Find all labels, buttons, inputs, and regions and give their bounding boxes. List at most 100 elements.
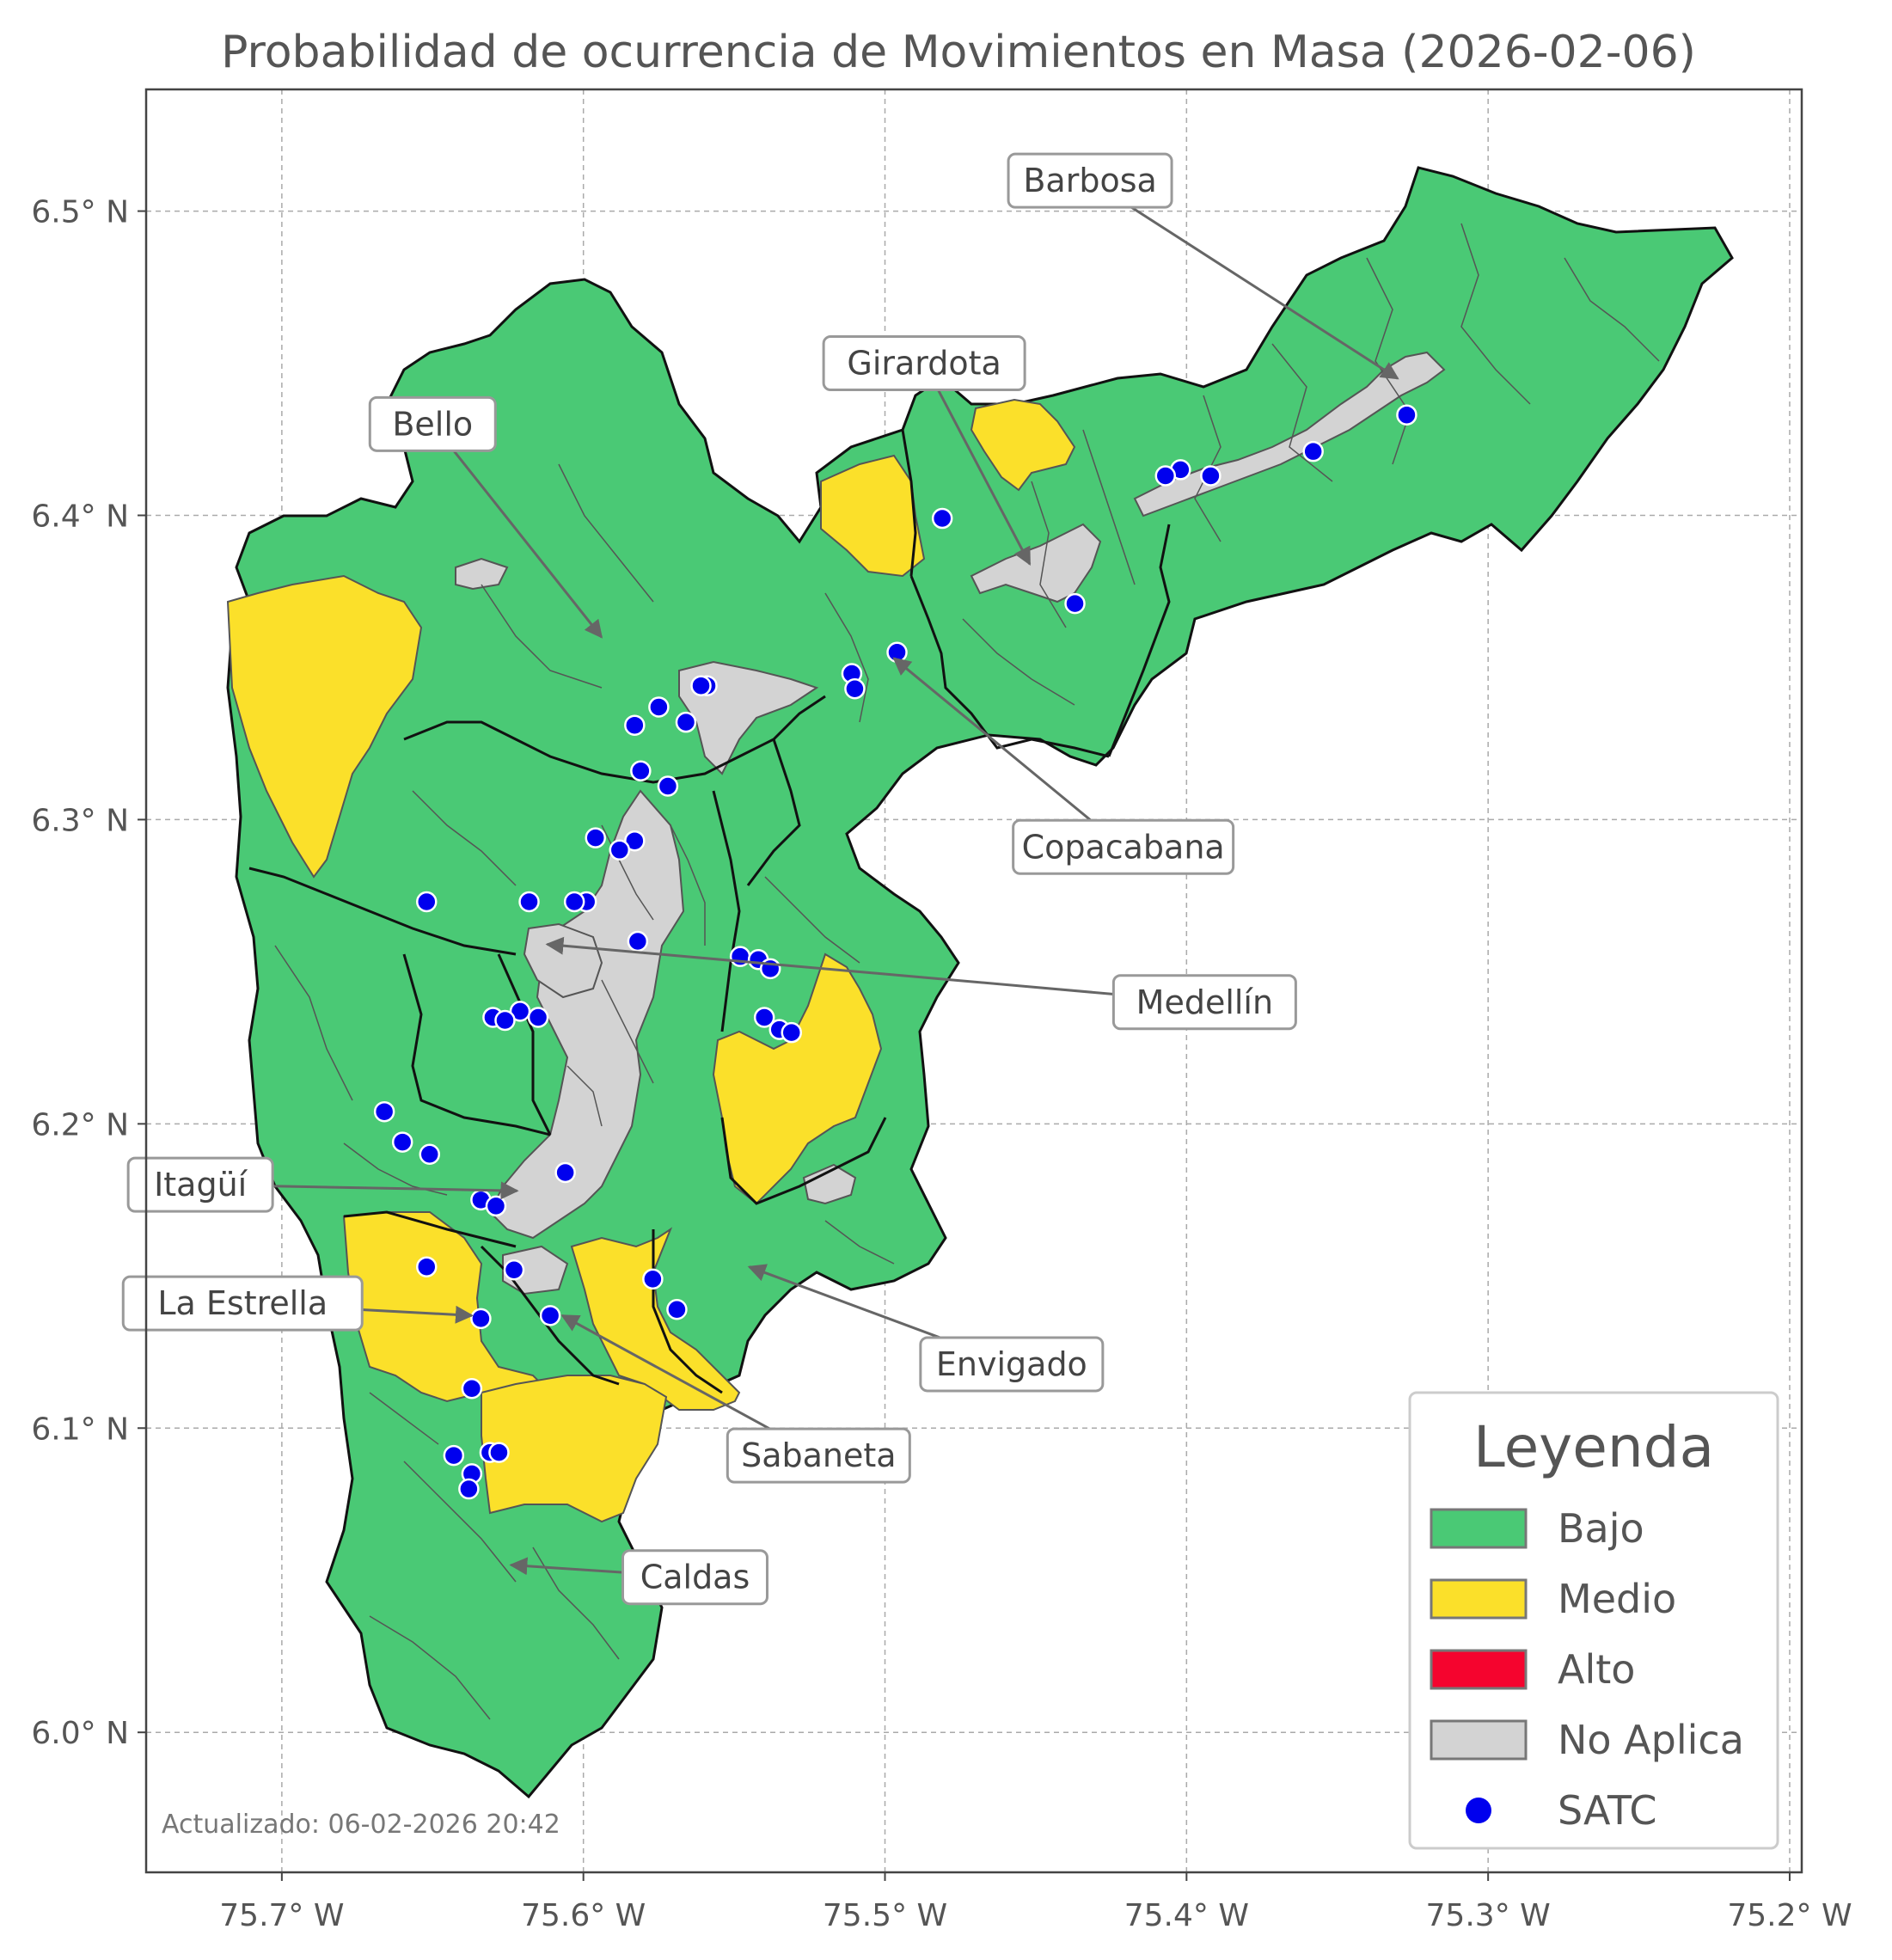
satc-point bbox=[1154, 465, 1177, 487]
plot-frame bbox=[144, 88, 1803, 1874]
satc-points bbox=[373, 404, 1417, 1500]
annotation-arrow bbox=[545, 936, 1205, 1004]
annotation-envigado: Envigado bbox=[747, 1264, 1105, 1393]
annotation-box bbox=[1007, 152, 1173, 209]
annotation-label: Bello bbox=[392, 405, 473, 443]
legend-swatch bbox=[1430, 1578, 1528, 1620]
region-medio-west bbox=[226, 574, 423, 879]
satc-point bbox=[666, 1298, 688, 1320]
annotation-box bbox=[919, 1336, 1105, 1393]
annotation-label: Envigado bbox=[936, 1345, 1087, 1383]
region-noaplica-girardota bbox=[970, 523, 1102, 603]
satc-point bbox=[886, 641, 908, 664]
legend-item-medio: Medio bbox=[1430, 1576, 1676, 1622]
satc-point bbox=[1396, 404, 1417, 426]
satc-point bbox=[1064, 592, 1086, 615]
annotation-arrow bbox=[1089, 179, 1399, 380]
legend: Leyenda Bajo Medio Alto No Aplica SATC bbox=[1408, 1391, 1779, 1850]
x-tick-label: 75.7° W bbox=[219, 1898, 344, 1933]
annotation-arrow bbox=[432, 423, 603, 639]
satc-point bbox=[624, 714, 646, 736]
x-tick-label: 75.3° W bbox=[1426, 1898, 1551, 1933]
satc-point bbox=[443, 1444, 465, 1467]
satc-point bbox=[470, 1308, 492, 1330]
annotation-label: Barbosa bbox=[1023, 162, 1156, 199]
annotation-label: Girardota bbox=[847, 345, 1001, 383]
x-tick-label: 75.5° W bbox=[823, 1898, 947, 1933]
annotation-sabaneta: Sabaneta bbox=[560, 1314, 911, 1484]
annotation-copacabana: Copacabana bbox=[892, 657, 1235, 875]
satc-point bbox=[518, 891, 540, 913]
satc-point bbox=[759, 958, 781, 980]
annotation-label: Medellín bbox=[1136, 983, 1273, 1021]
region-noaplica-envigado-east bbox=[802, 1163, 857, 1205]
annotation-label: La Estrella bbox=[157, 1284, 328, 1322]
satc-point bbox=[642, 1268, 664, 1290]
x-tick-label: 75.2° W bbox=[1727, 1898, 1852, 1933]
region-medio-caldas-north bbox=[481, 1375, 668, 1523]
annotation-label: Sabaneta bbox=[741, 1436, 896, 1474]
y-tick-label: 6.0° N bbox=[31, 1716, 129, 1751]
region-medio-envigado bbox=[712, 952, 883, 1205]
annotation-barbosa: Barbosa bbox=[1007, 152, 1399, 380]
legend-item-satc: SATC bbox=[1466, 1787, 1656, 1834]
legend-label: Medio bbox=[1558, 1576, 1676, 1622]
legend-swatch bbox=[1430, 1508, 1528, 1549]
satc-point bbox=[690, 675, 712, 696]
map-regions bbox=[226, 166, 1734, 1799]
municipality-annotations: Barbosa Girardota Bello Copacabana Medellín I… bbox=[121, 152, 1399, 1606]
annotation-box bbox=[726, 1427, 911, 1484]
satc-point bbox=[494, 1009, 516, 1032]
satc-point bbox=[624, 830, 646, 852]
legend-swatch bbox=[1430, 1649, 1528, 1690]
x-tick-label: 75.6° W bbox=[521, 1898, 646, 1933]
satc-point bbox=[461, 1378, 483, 1400]
region-noaplica-bello-north bbox=[455, 557, 509, 591]
satc-point bbox=[485, 1195, 507, 1217]
legend-items: Bajo Medio Alto No Aplica SATC bbox=[1430, 1505, 1744, 1834]
annotation-label: Itagüí bbox=[154, 1166, 248, 1204]
satc-point bbox=[675, 711, 697, 733]
annotation-box bbox=[121, 1275, 364, 1332]
annotation-label: Caldas bbox=[640, 1559, 750, 1596]
annotation-la-estrella: La Estrella bbox=[121, 1275, 474, 1332]
annotation-bello: Bello bbox=[368, 395, 603, 639]
x-tick-labels: 75.7° W 75.6° W 75.5° W 75.4° W 75.3° W 75.2°… bbox=[219, 1872, 1852, 1933]
chart-title: Probabilidad de ocurrencia de Movimiento… bbox=[221, 27, 1696, 78]
satc-point bbox=[931, 507, 953, 530]
satc-point bbox=[648, 696, 670, 718]
region-medio-sabaneta bbox=[570, 1227, 741, 1411]
y-tick-label: 6.1° N bbox=[31, 1412, 129, 1447]
annotation-box bbox=[1012, 818, 1235, 875]
satc-point bbox=[554, 1161, 576, 1184]
annotation-arrow bbox=[892, 657, 1124, 848]
annotation-arrow bbox=[922, 362, 1032, 566]
annotation-box bbox=[126, 1156, 274, 1213]
satc-point bbox=[373, 1100, 395, 1123]
y-tick-label: 6.4° N bbox=[31, 499, 129, 534]
legend-label: Alto bbox=[1558, 1646, 1635, 1693]
annotation-girardota: Girardota bbox=[822, 335, 1032, 566]
satc-point bbox=[539, 1305, 561, 1326]
vereda-boundaries bbox=[274, 223, 1660, 1720]
satc-point bbox=[458, 1478, 480, 1500]
satc-point bbox=[416, 891, 438, 913]
annotation-caldas: Caldas bbox=[509, 1549, 768, 1606]
legend-swatch bbox=[1466, 1798, 1491, 1823]
y-tick-label: 6.2° N bbox=[31, 1107, 129, 1142]
satc-point bbox=[753, 1007, 775, 1028]
region-noaplica-medellin-west bbox=[523, 922, 603, 999]
y-tick-label: 6.5° N bbox=[31, 195, 129, 230]
y-tick-labels: 6.5° N 6.4° N 6.3° N 6.2° N 6.1° N 6.0° N bbox=[31, 195, 146, 1751]
legend-swatch bbox=[1430, 1719, 1528, 1761]
satc-point bbox=[657, 775, 679, 797]
satc-point bbox=[416, 1256, 438, 1277]
annotation-medellín: Medellín bbox=[545, 936, 1297, 1031]
legend-item-alto: Alto bbox=[1430, 1646, 1635, 1693]
satc-point bbox=[1302, 440, 1324, 462]
legend-item-no_aplica: No Aplica bbox=[1430, 1717, 1744, 1763]
updated-footnote: Actualizado: 06-02-2026 20:42 bbox=[162, 1810, 560, 1840]
annotation-box bbox=[368, 395, 497, 452]
satc-point bbox=[419, 1143, 441, 1165]
satc-point bbox=[627, 930, 649, 952]
